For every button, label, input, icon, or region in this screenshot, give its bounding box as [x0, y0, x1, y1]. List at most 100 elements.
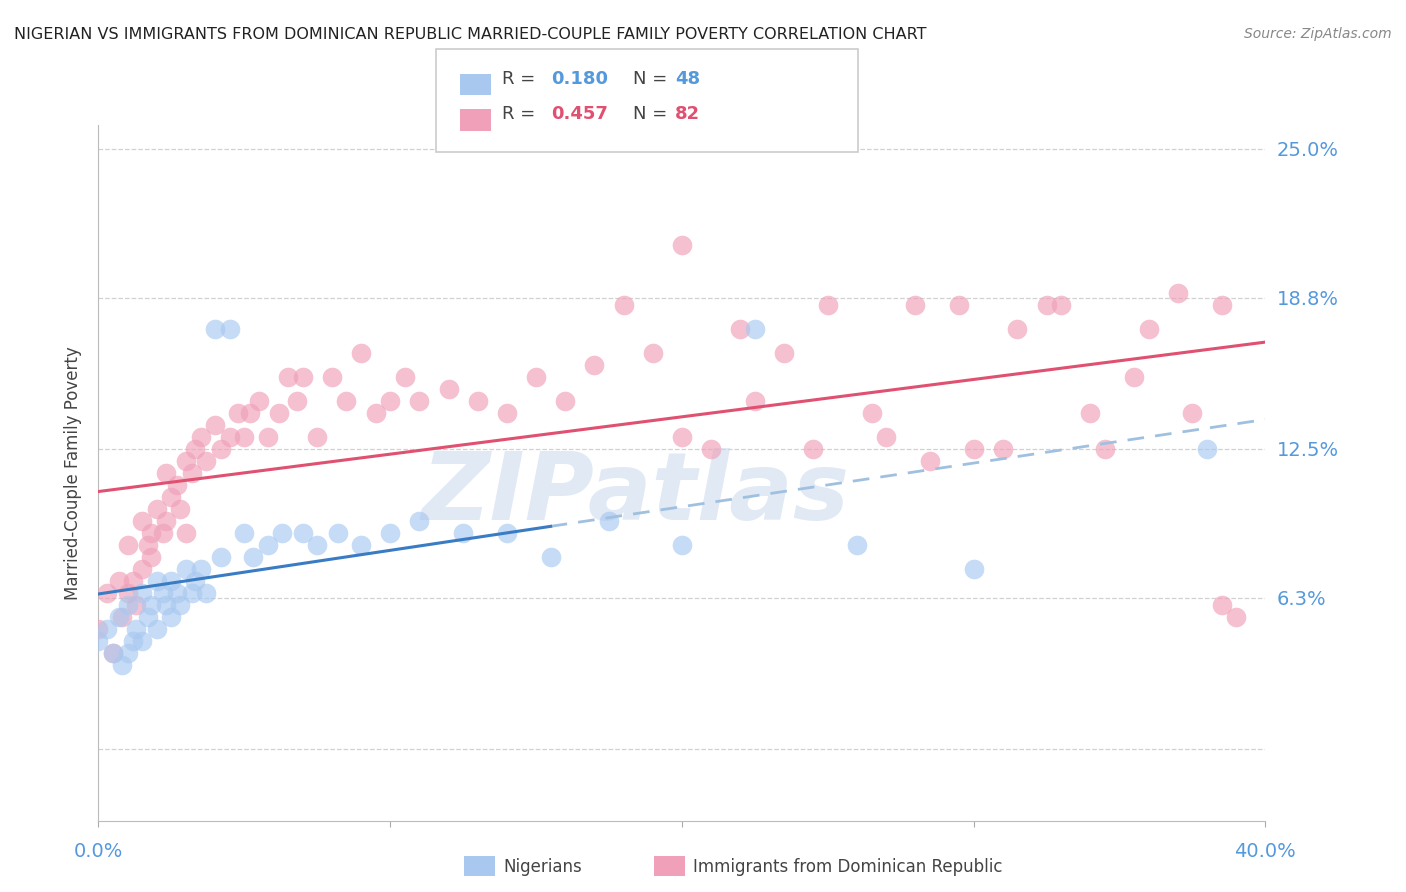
- Point: [1211, 298, 1233, 312]
- Point: [131, 585, 153, 599]
- Point: [160, 609, 183, 624]
- Point: [218, 430, 240, 444]
- Point: [96, 585, 118, 599]
- Point: [87, 633, 110, 648]
- Point: [962, 442, 984, 456]
- Point: [700, 442, 723, 456]
- Point: [378, 525, 402, 540]
- Point: [160, 574, 183, 588]
- Point: [277, 369, 299, 384]
- Point: [269, 406, 291, 420]
- Point: [291, 525, 314, 540]
- Point: [155, 466, 177, 480]
- Point: [991, 442, 1014, 456]
- Point: [180, 466, 202, 480]
- Point: [728, 322, 751, 336]
- Point: [96, 622, 118, 636]
- Point: [160, 490, 183, 504]
- Point: [307, 538, 329, 552]
- Point: [845, 538, 868, 552]
- Text: R =: R =: [502, 70, 541, 88]
- Point: [111, 657, 134, 672]
- Point: [139, 549, 162, 564]
- Point: [117, 585, 139, 599]
- Point: [350, 346, 373, 360]
- Point: [136, 538, 159, 552]
- Point: [467, 393, 489, 408]
- Point: [209, 442, 232, 456]
- Text: 82: 82: [675, 105, 700, 123]
- Point: [671, 237, 693, 252]
- Point: [108, 609, 131, 624]
- Point: [155, 514, 177, 528]
- Point: [228, 406, 250, 420]
- Point: [744, 322, 766, 336]
- Point: [117, 538, 139, 552]
- Point: [155, 598, 177, 612]
- Point: [136, 609, 159, 624]
- Point: [335, 393, 357, 408]
- Point: [1123, 369, 1146, 384]
- Point: [125, 598, 148, 612]
- Text: N =: N =: [633, 105, 672, 123]
- Point: [174, 525, 197, 540]
- Text: 0.180: 0.180: [551, 70, 609, 88]
- Point: [1211, 598, 1233, 612]
- Point: [169, 501, 191, 516]
- Point: [962, 562, 984, 576]
- Point: [326, 525, 349, 540]
- Text: 40.0%: 40.0%: [1234, 842, 1296, 862]
- Point: [131, 633, 153, 648]
- Point: [233, 430, 256, 444]
- Point: [146, 501, 169, 516]
- Point: [146, 622, 169, 636]
- Point: [1035, 298, 1057, 312]
- Point: [195, 454, 218, 468]
- Point: [773, 346, 796, 360]
- Point: [671, 430, 693, 444]
- Point: [641, 346, 664, 360]
- Point: [122, 633, 145, 648]
- Point: [271, 525, 294, 540]
- Point: [131, 514, 153, 528]
- Point: [139, 598, 162, 612]
- Point: [378, 393, 402, 408]
- Point: [152, 585, 174, 599]
- Point: [239, 406, 262, 420]
- Point: [131, 562, 153, 576]
- Point: [146, 574, 169, 588]
- Point: [101, 646, 124, 660]
- Point: [437, 382, 460, 396]
- Text: N =: N =: [633, 70, 672, 88]
- Point: [671, 538, 693, 552]
- Point: [291, 369, 314, 384]
- Point: [122, 574, 145, 588]
- Point: [190, 562, 212, 576]
- Point: [540, 549, 562, 564]
- Point: [904, 298, 927, 312]
- Point: [817, 298, 839, 312]
- Point: [233, 525, 256, 540]
- Point: [918, 454, 941, 468]
- Point: [598, 514, 620, 528]
- Point: [204, 322, 226, 336]
- Point: [1181, 406, 1204, 420]
- Point: [583, 358, 606, 372]
- Point: [169, 598, 191, 612]
- Point: [180, 585, 202, 599]
- Text: Nigerians: Nigerians: [503, 858, 582, 876]
- Point: [242, 549, 264, 564]
- Point: [321, 369, 343, 384]
- Point: [1080, 406, 1102, 420]
- Point: [1094, 442, 1116, 456]
- Point: [554, 393, 576, 408]
- Point: [139, 525, 162, 540]
- Point: [408, 514, 430, 528]
- Point: [495, 406, 517, 420]
- Point: [1225, 609, 1247, 624]
- Point: [101, 646, 124, 660]
- Point: [394, 369, 416, 384]
- Point: [117, 646, 139, 660]
- Point: [860, 406, 883, 420]
- Point: [152, 525, 174, 540]
